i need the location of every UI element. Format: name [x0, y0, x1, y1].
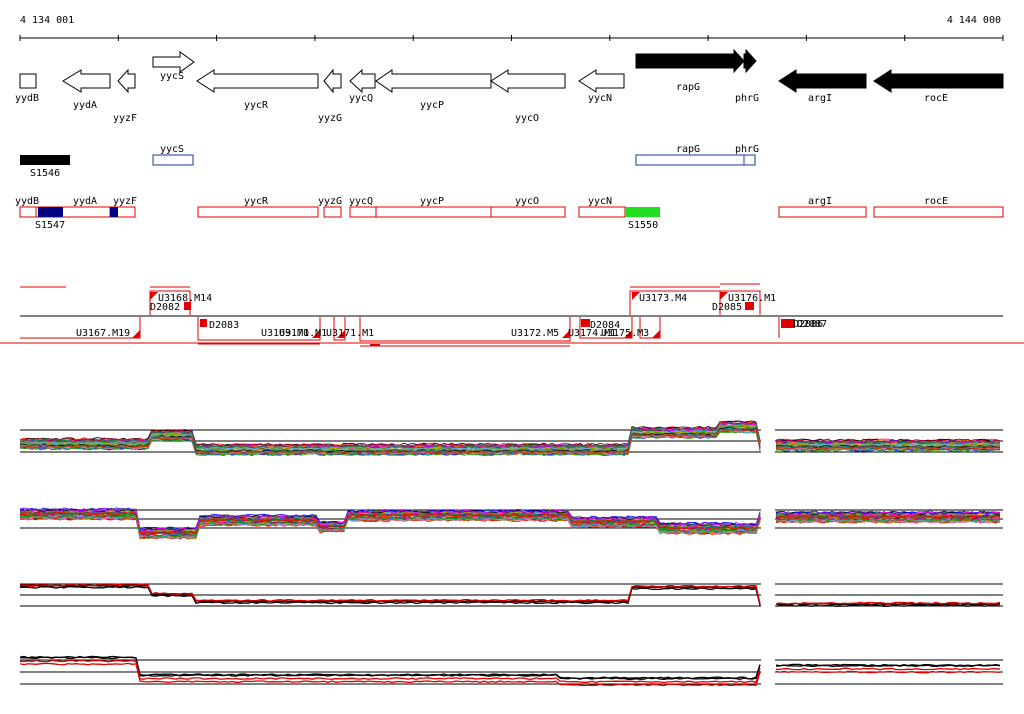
- blue-label-yycS: yycS: [160, 144, 184, 155]
- red-box-yydB-yyzF[interactable]: [19, 206, 136, 218]
- gene-label-yycQ: yycQ: [349, 93, 373, 104]
- transcription-unit-track: U3168.M14 D2082 U3173.M4 U3176.M1 D2085 …: [0, 283, 1024, 347]
- gene-yycP[interactable]: [375, 69, 492, 93]
- red-label-yydA: yydA: [73, 196, 97, 207]
- red-label-argI: argI: [808, 196, 832, 207]
- tu-label-D2085[interactable]: D2085: [712, 302, 742, 313]
- ruler-end-label: 4 144 000: [947, 15, 1001, 26]
- gene-label-yycO: yycO: [515, 113, 539, 124]
- tu-label-U3172[interactable]: U3172.M5: [511, 328, 559, 339]
- blue-box-phrG[interactable]: [743, 154, 756, 166]
- gene-label-rocE: rocE: [924, 93, 948, 104]
- red-box-yycQ-yycO[interactable]: [349, 206, 566, 218]
- gene-yycS[interactable]: [152, 51, 195, 73]
- expression-panels: [19, 420, 1003, 692]
- red-label-yyzG: yyzG: [318, 196, 342, 207]
- gene-rocE[interactable]: [873, 69, 1004, 93]
- tu-label-D2082[interactable]: D2082: [150, 302, 180, 313]
- marker-S1550[interactable]: [625, 207, 660, 217]
- gene-label-yydA: yydA: [73, 100, 97, 111]
- tu-label-U3174[interactable]: U3174.M1: [568, 328, 616, 339]
- red-label-yycN: yycN: [588, 196, 612, 207]
- gene-label-yycR: yycR: [244, 100, 269, 111]
- gene-label-yyzG: yyzG: [318, 113, 342, 124]
- tu-label-D2084[interactable]: D2084: [590, 320, 620, 331]
- expression-panel: [19, 652, 1003, 692]
- gene-yyzG[interactable]: [323, 68, 342, 94]
- blue-box-yycS[interactable]: [152, 154, 194, 166]
- marker-S1547[interactable]: [38, 207, 63, 217]
- gene-yydB[interactable]: [19, 73, 37, 89]
- gene-label-yycN: yycN: [588, 93, 612, 104]
- gene-argI[interactable]: [778, 69, 867, 93]
- red-label-yycR: yycR: [244, 196, 269, 207]
- blue-label-rapG: rapG: [676, 144, 700, 155]
- gene-yycN[interactable]: [578, 69, 625, 93]
- red-box-yycR[interactable]: [197, 206, 319, 218]
- tu-label-U3176[interactable]: U3176.M1: [728, 293, 776, 304]
- tu-label-U3173[interactable]: U3173.M4: [639, 293, 687, 304]
- gene-label-yycS: yycS: [160, 71, 184, 82]
- red-label-yyzF: yyzF: [113, 196, 137, 207]
- red-box-yyzG[interactable]: [323, 206, 342, 218]
- tu-label-U3169[interactable]: U3169.M1: [261, 328, 309, 339]
- tu-label-U3168[interactable]: U3168.M14: [158, 293, 212, 304]
- gene-rapG[interactable]: [635, 48, 745, 74]
- tu-label-U3171[interactable]: U3171.M1: [326, 328, 374, 339]
- gene-yycO[interactable]: [490, 69, 566, 93]
- expression-panel: [19, 576, 1003, 614]
- red-label-rocE: rocE: [924, 196, 948, 207]
- gene-label-rapG: rapG: [676, 82, 700, 93]
- tu-label-D2083[interactable]: D2083: [209, 320, 239, 331]
- gene-yycR[interactable]: [196, 69, 319, 93]
- blue-box-rapG[interactable]: [635, 154, 745, 166]
- feature-label-S1546: S1546: [30, 168, 60, 179]
- feature-track-2: yydB yydA yyzF S1547 yycR yyzG yycQ yycP…: [15, 196, 1004, 231]
- feature-track-1: S1546 yycS rapG phrG: [20, 144, 759, 179]
- tu-label-U3167[interactable]: U3167.M19: [76, 328, 130, 339]
- coordinate-ruler: 4 134 001 4 144 000: [19, 15, 1004, 41]
- red-label-yycP: yycP: [420, 196, 444, 207]
- gene-label-yydB: yydB: [15, 93, 39, 104]
- ruler-start-label: 4 134 001: [20, 15, 74, 26]
- red-label-yydB: yydB: [15, 196, 39, 207]
- tu-label-D2087[interactable]: D2087: [797, 319, 827, 330]
- red-box-argI[interactable]: [778, 206, 867, 218]
- marker-yyzF[interactable]: [110, 207, 118, 217]
- gene-label-argI: argI: [808, 93, 832, 104]
- red-box-yycN[interactable]: [578, 206, 626, 218]
- red-label-yycO: yycO: [515, 196, 539, 207]
- expression-panel: [19, 502, 1003, 540]
- gene-yydA[interactable]: [62, 69, 111, 93]
- gene-label-phrG: phrG: [735, 93, 759, 104]
- feature-S1546[interactable]: [20, 155, 70, 165]
- marker-label-S1547: S1547: [35, 220, 65, 231]
- gene-phrG[interactable]: [743, 48, 757, 74]
- gene-yyzF[interactable]: [117, 68, 136, 94]
- gene-track: yydB yydA yyzF yycS yycR yyzG yycQ yycP …: [15, 48, 1004, 124]
- blue-label-phrG: phrG: [735, 144, 759, 155]
- tu-label-U3175[interactable]: U3175.M3: [601, 328, 649, 339]
- red-box-rocE[interactable]: [873, 206, 1004, 218]
- gene-yycQ[interactable]: [349, 68, 376, 94]
- red-label-yycQ: yycQ: [349, 196, 373, 207]
- expression-panel: [19, 420, 1003, 460]
- tu-label-D2086[interactable]: D2086: [793, 319, 823, 330]
- tu-label-U3170[interactable]: U3170.M1: [279, 328, 327, 339]
- gene-label-yyzF: yyzF: [113, 113, 137, 124]
- gene-label-yycP: yycP: [420, 100, 444, 111]
- marker-label-S1550: S1550: [628, 220, 658, 231]
